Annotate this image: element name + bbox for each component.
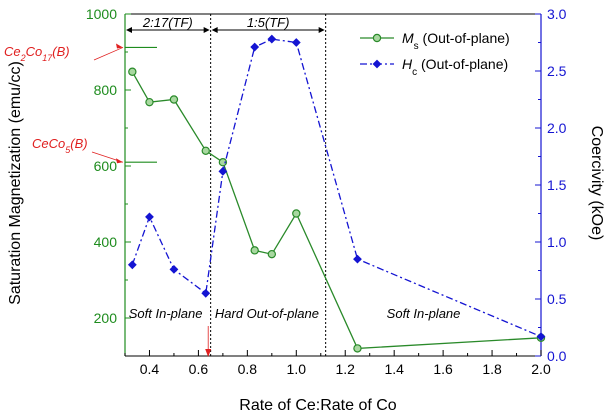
y-left-axis-ticks: 200 400 600 800 1000 xyxy=(86,6,131,326)
series-2-point xyxy=(127,260,137,270)
reference-arrowhead-2 xyxy=(116,158,123,164)
reference-arrow-1 xyxy=(93,47,124,61)
series-1-point xyxy=(145,97,154,107)
region-bracket-right-head xyxy=(203,27,210,33)
boundary-arrowhead xyxy=(205,349,212,357)
region-bracket-right-head xyxy=(318,27,325,33)
series-2-point xyxy=(353,254,362,264)
x-tick-label: 0.8 xyxy=(238,361,258,377)
x-tick-label: 1.8 xyxy=(482,361,502,377)
y-right-tick-label: 1.0 xyxy=(547,234,567,250)
y-left-tick-label: 600 xyxy=(94,158,118,174)
series-1-point xyxy=(169,95,179,104)
series-1-point xyxy=(267,249,277,259)
region-label-2: 1:5(TF) xyxy=(247,15,290,30)
x-tick-label: 1.2 xyxy=(336,361,356,377)
x-tick-label: 2.0 xyxy=(531,361,551,377)
series-1-line xyxy=(131,71,542,350)
series-2-line xyxy=(131,38,542,338)
legend-label-1: Ms (Out-of-plane) xyxy=(402,30,510,52)
series-layer xyxy=(127,34,546,353)
y-right-axis-ticks: 0.0 0.5 1.0 1.5 2.0 2.5 3.0 xyxy=(535,6,567,364)
series-2-point xyxy=(169,264,179,274)
region-label-1: 2:17(TF) xyxy=(142,15,193,30)
x-tick-label: 0.4 xyxy=(140,361,160,377)
y-left-axis-label: Saturation Magnetization (emu/cc) xyxy=(7,61,24,305)
legend-label-2: Hc (Out-of-plane) xyxy=(402,56,508,78)
y-left-tick-label: 1000 xyxy=(86,6,117,22)
x-tick-label: 0.6 xyxy=(189,361,209,377)
series-2-point xyxy=(291,38,301,47)
y-right-tick-label: 0.0 xyxy=(547,348,567,364)
legend: Ms (Out-of-plane) Hc (Out-of-plane) xyxy=(360,30,510,78)
reference-arrowhead-1 xyxy=(116,43,123,49)
y-right-tick-label: 3.0 xyxy=(547,6,567,22)
x-axis-ticks: 0.4 0.6 0.8 1.0 1.2 1.4 1.6 1.8 2.0 xyxy=(124,350,551,377)
x-axis-label: Rate of Ce:Rate of Co xyxy=(239,397,397,414)
y-right-tick-label: 0.5 xyxy=(547,291,567,307)
y-right-tick-label: 2.0 xyxy=(547,120,567,136)
y-left-tick-label: 400 xyxy=(94,234,118,250)
series-1-point xyxy=(250,246,259,255)
reference-label-1: Ce2Co17(B) xyxy=(4,44,70,63)
reference-lines: Ce2Co17(B) CeCo5(B) xyxy=(4,43,212,357)
region-bracket-left-head xyxy=(211,27,218,33)
y-right-tick-label: 1.5 xyxy=(547,177,567,193)
region-labels: 2:17(TF) 1:5(TF) Soft In-plane Hard Out-of-… xyxy=(126,15,460,321)
series-1-point xyxy=(353,344,362,353)
series-2-point xyxy=(201,288,211,298)
series-1-point xyxy=(128,67,137,76)
series-2-point xyxy=(267,34,277,44)
series-1-point xyxy=(292,209,301,218)
region-bracket-left-head xyxy=(126,27,132,33)
series-2-point xyxy=(145,212,154,222)
y-right-axis-label: Coercivity (kOe) xyxy=(588,126,604,241)
series-2-point xyxy=(536,332,546,342)
series-2-point xyxy=(250,42,260,52)
y-left-tick-label: 800 xyxy=(94,82,118,98)
region-bottom-label-2: Hard Out-of-plane xyxy=(215,306,319,321)
y-left-tick-label: 200 xyxy=(94,310,118,326)
region-bottom-label-3: Soft In-plane xyxy=(387,306,461,321)
region-lines xyxy=(210,14,327,356)
x-tick-label: 1.0 xyxy=(287,361,307,377)
series-1-point xyxy=(218,157,228,167)
legend-marker-1 xyxy=(372,33,382,43)
x-tick-label: 1.6 xyxy=(433,361,453,377)
series-1-point xyxy=(201,146,210,155)
region-bottom-label-1: Soft In-plane xyxy=(129,306,203,321)
x-tick-label: 1.4 xyxy=(384,361,404,377)
legend-marker-2 xyxy=(372,59,382,69)
series-2-point xyxy=(218,166,228,176)
reference-label-2: CeCo5(B) xyxy=(32,136,88,155)
y-right-tick-label: 2.5 xyxy=(547,63,567,79)
